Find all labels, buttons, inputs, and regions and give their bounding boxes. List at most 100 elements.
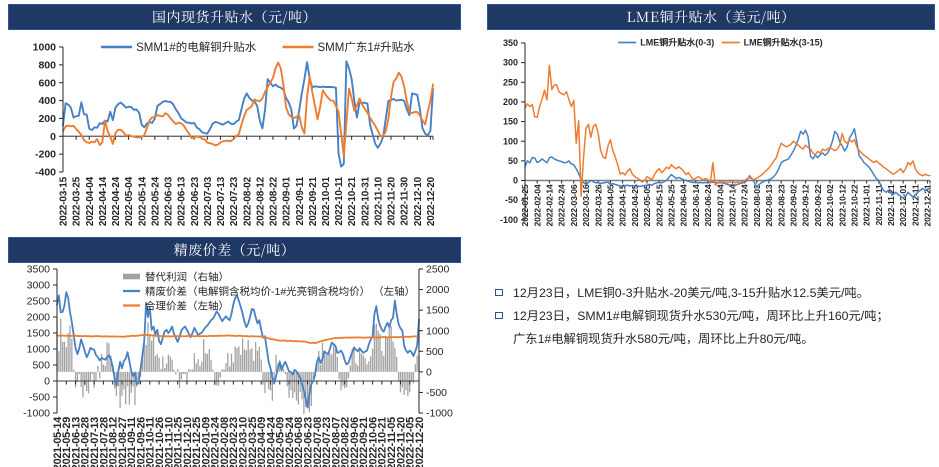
svg-text:2021-07-28: 2021-07-28: [98, 417, 110, 467]
svg-text:2022-05-05: 2022-05-05: [642, 184, 652, 226]
svg-text:2022-11-21: 2022-11-21: [886, 184, 896, 226]
svg-text:250: 250: [503, 77, 518, 87]
note-smm-line-2: 广东1#电解铜现货升水580元/吨，周环比上升80元/吨。: [512, 329, 814, 347]
line-series: [56, 291, 420, 409]
svg-text:2022-04-05: 2022-04-05: [605, 184, 615, 226]
svg-text:1500: 1500: [426, 305, 450, 317]
svg-text:2022-06-23: 2022-06-23: [303, 417, 315, 467]
y-axis-right: 2500 2000 1500 1000 500 0 -500 -1000: [418, 264, 453, 420]
svg-text:2022-03-26: 2022-03-26: [593, 184, 603, 226]
svg-text:2022-06-13: 2022-06-13: [177, 176, 188, 226]
svg-text:2022-04-24: 2022-04-24: [265, 417, 277, 467]
svg-text:2022-01-24: 2022-01-24: [210, 417, 222, 467]
x-axis-zero-line: [56, 380, 420, 385]
svg-text:0: 0: [44, 376, 50, 388]
svg-text:2022-11-20: 2022-11-20: [395, 417, 407, 467]
svg-text:2022-11-01: 2022-11-01: [862, 184, 872, 226]
svg-text:替代利润（右轴）: 替代利润（右轴）: [145, 269, 229, 284]
chart1-title-bar: 国内现货升贴水（元/吨）: [8, 4, 461, 30]
svg-text:2022-03-06: 2022-03-06: [569, 184, 579, 226]
svg-text:精废价差（电解铜含税均价-1#光亮铜含税均价） （左轴）: 精废价差（电解铜含税均价-1#光亮铜含税均价） （左轴）: [145, 284, 415, 299]
svg-text:2022-04-09: 2022-04-09: [256, 417, 268, 467]
svg-text:2022-08-13: 2022-08-13: [764, 184, 774, 226]
svg-text:2022-12-20: 2022-12-20: [426, 176, 437, 226]
svg-text:SMM1#的电解铜升贴水: SMM1#的电解铜升贴水: [136, 39, 257, 55]
svg-text:2022-02-24: 2022-02-24: [557, 184, 567, 226]
svg-text:2022-11-11: 2022-11-11: [874, 184, 884, 225]
svg-text:2021-08-27: 2021-08-27: [117, 417, 129, 467]
svg-text:2021-10-26: 2021-10-26: [154, 417, 166, 467]
chart-legend: LME铜升贴水(0-3) LME铜升贴水(3-15): [618, 36, 823, 49]
y-axis-left: 1000 800 600 400 200 0 -200 -400: [33, 42, 64, 179]
svg-text:2022-04-25: 2022-04-25: [630, 184, 640, 226]
svg-text:-1000: -1000: [426, 408, 453, 420]
svg-text:2022-11-30: 2022-11-30: [400, 176, 411, 225]
line-series: [524, 64, 931, 199]
svg-text:2021-09-26: 2021-09-26: [135, 417, 147, 467]
y-axis-left: 3500 3000 2500 2000 1500 1000 500 0 -500 -1000: [23, 264, 58, 420]
svg-text:400: 400: [38, 95, 56, 107]
legend-item-1: SMM广东1#升贴水: [282, 39, 415, 55]
svg-text:-100: -100: [500, 215, 518, 225]
svg-text:2022-07-23: 2022-07-23: [321, 417, 333, 467]
svg-text:2022-04-14: 2022-04-14: [98, 176, 109, 226]
svg-text:2022-05-15: 2022-05-15: [654, 184, 664, 226]
svg-text:2022-09-22: 2022-09-22: [813, 184, 823, 226]
chart1-title: 国内现货升贴水（元/吨）: [152, 7, 317, 27]
svg-text:-50: -50: [505, 195, 518, 205]
svg-text:2022-07-14: 2022-07-14: [727, 184, 737, 226]
svg-text:2022-05-24: 2022-05-24: [150, 176, 161, 226]
svg-text:2022-06-03: 2022-06-03: [164, 176, 175, 226]
svg-text:-200: -200: [35, 149, 56, 161]
svg-text:2500: 2500: [27, 296, 51, 308]
legend-item-0: LME铜升贴水(0-3): [618, 36, 714, 49]
svg-text:2000: 2000: [426, 284, 450, 296]
svg-text:200: 200: [38, 113, 56, 125]
svg-text:2500: 2500: [426, 264, 450, 276]
legend-item-0: 替代利润（右轴）: [123, 269, 229, 284]
svg-text:2022-09-02: 2022-09-02: [788, 184, 798, 226]
svg-text:2022-07-03: 2022-07-03: [203, 176, 214, 226]
svg-text:2022-11-10: 2022-11-10: [373, 176, 384, 225]
svg-text:2022-10-21: 2022-10-21: [377, 417, 389, 467]
y-axis-left: 350 300 250 200 150 100 50 0 -50 -100: [500, 38, 526, 225]
svg-text:2021-11-10: 2021-11-10: [163, 417, 175, 467]
svg-text:2021-10-11: 2021-10-11: [145, 417, 157, 467]
svg-text:2000: 2000: [27, 312, 51, 324]
svg-text:2022-06-24: 2022-06-24: [703, 184, 713, 226]
svg-text:2022-02-14: 2022-02-14: [544, 184, 554, 226]
svg-text:2022-03-15: 2022-03-15: [59, 176, 70, 226]
svg-text:2022-12-01: 2022-12-01: [898, 184, 908, 226]
svg-text:2022-10-11: 2022-10-11: [334, 176, 345, 225]
svg-text:2021-07-13: 2021-07-13: [89, 417, 101, 467]
svg-text:-400: -400: [35, 167, 56, 179]
svg-text:3500: 3500: [27, 264, 51, 276]
svg-text:2022-10-02: 2022-10-02: [825, 184, 835, 226]
svg-text:2022-10-06: 2022-10-06: [367, 417, 379, 467]
svg-text:500: 500: [32, 360, 50, 372]
legend-item-1: LME铜升贴水(3-15): [721, 36, 823, 49]
svg-text:-500: -500: [426, 387, 447, 399]
note-item-lme: 12月23日，LME铜0-3升贴水-20美元/吨,3-15升贴水12.5美元/吨…: [495, 281, 915, 304]
svg-text:1000: 1000: [426, 325, 450, 337]
svg-text:2022-04-15: 2022-04-15: [618, 184, 628, 226]
note-lme-line: 12月23日，LME铜0-3升贴水-20美元/吨,3-15升贴水12.5美元/吨…: [512, 283, 870, 301]
svg-text:50: 50: [508, 156, 518, 166]
svg-text:2022-05-14: 2022-05-14: [137, 176, 148, 226]
chart-legend: 替代利润（右轴）精废价差（电解铜含税均价-1#光亮铜含税均价） （左轴）合理价差…: [123, 269, 415, 313]
bar-series-0: [56, 318, 420, 415]
svg-text:2022-03-10: 2022-03-10: [238, 417, 250, 467]
svg-text:2022-03-25: 2022-03-25: [72, 176, 83, 226]
svg-text:2022-12-10: 2022-12-10: [413, 176, 424, 226]
svg-text:2022-07-24: 2022-07-24: [740, 184, 750, 226]
svg-text:2022-09-21: 2022-09-21: [308, 176, 319, 226]
svg-text:2022-11-20: 2022-11-20: [387, 176, 398, 225]
svg-text:2022-09-21: 2022-09-21: [358, 417, 370, 467]
svg-text:2021-06-28: 2021-06-28: [80, 417, 92, 467]
svg-text:2022-09-12: 2022-09-12: [801, 184, 811, 226]
svg-text:2022-02-08: 2022-02-08: [219, 417, 231, 467]
legend-item-1: 精废价差（电解铜含税均价-1#光亮铜含税均价） （左轴）: [123, 284, 415, 299]
svg-text:2022-07-13: 2022-07-13: [216, 176, 227, 226]
chart3-title: 精废价差（元/吨）: [173, 240, 296, 260]
